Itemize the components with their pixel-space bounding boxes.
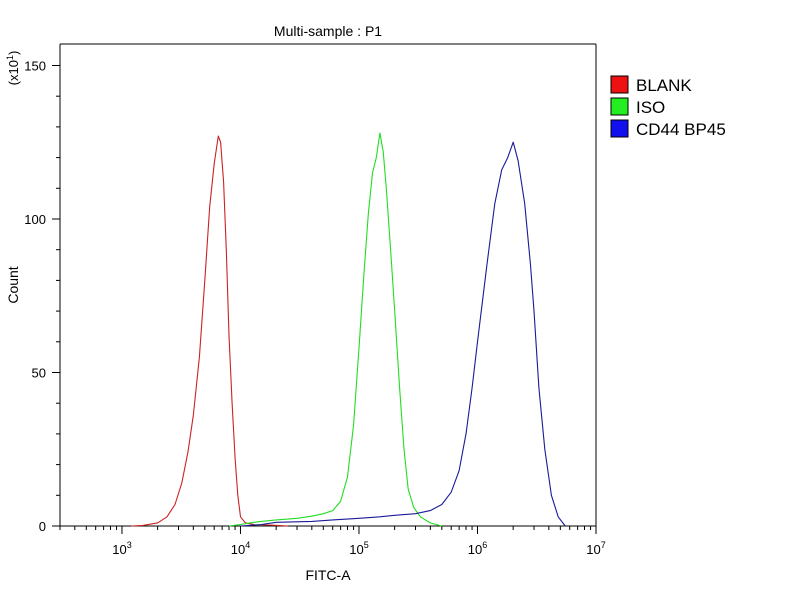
x-tick-label-exp: 7 [601, 540, 606, 550]
series-line-iso [228, 132, 442, 527]
x-tick-label-exp: 6 [482, 540, 487, 550]
y-tick-label: 50 [32, 365, 46, 380]
legend-swatch [610, 75, 629, 94]
x-axis-label: FITC-A [305, 567, 351, 583]
x-tick-label-exp: 4 [245, 540, 250, 550]
x-tick-label: 103 [112, 540, 131, 557]
x-ticks [59, 526, 597, 534]
y-tick-label: 0 [39, 519, 46, 534]
y-multiplier-exp: 1 [5, 55, 15, 60]
x-tick-label: 104 [231, 540, 250, 557]
x-tick-label-exp: 3 [127, 540, 132, 550]
y-multiplier-base: (x10 [6, 60, 21, 85]
y-multiplier-close: ) [6, 51, 21, 55]
y-tick-label: 150 [24, 58, 46, 73]
x-tick-label: 105 [349, 540, 368, 557]
x-tick-label-base: 10 [349, 542, 363, 557]
y-tick-labels: 0 50 100 150 [24, 58, 46, 534]
legend-label: ISO [636, 98, 665, 117]
series-line-cd44-bp45 [240, 141, 566, 527]
x-tick-label-base: 10 [231, 542, 245, 557]
x-tick-label: 107 [586, 540, 605, 557]
y-tick-label: 100 [24, 212, 46, 227]
x-tick-label-base: 10 [468, 542, 482, 557]
x-tick-label: 106 [468, 540, 487, 557]
y-axis-label: Count [5, 266, 21, 303]
x-tick-label-base: 10 [112, 542, 126, 557]
legend-swatch [610, 119, 629, 138]
legend-label: CD44 BP45 [636, 120, 726, 139]
y-ticks [52, 64, 60, 527]
x-tick-label-base: 10 [586, 542, 600, 557]
x-tick-labels: 103 104 105 106 107 [112, 540, 606, 557]
chart-title: Multi-sample : P1 [274, 23, 382, 39]
legend-swatch [610, 97, 629, 116]
plot-frame [59, 43, 597, 527]
legend-label: BLANK [636, 76, 692, 95]
x-tick-label-exp: 5 [364, 540, 369, 550]
series-lines [131, 132, 566, 527]
y-multiplier-label: (x101) [5, 51, 21, 86]
legend: BLANK ISO CD44 BP45 [610, 75, 726, 139]
series-line-blank [131, 135, 288, 527]
